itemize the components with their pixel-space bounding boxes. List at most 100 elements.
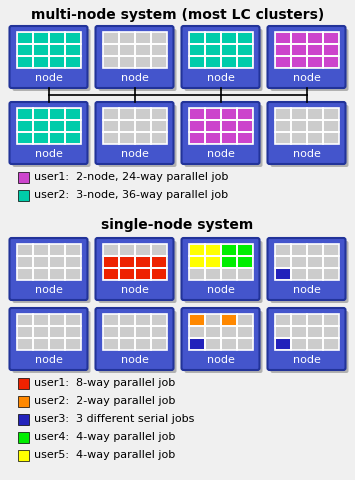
Bar <box>306 132 322 144</box>
FancyBboxPatch shape <box>95 238 174 300</box>
Bar <box>190 245 203 255</box>
Bar <box>220 132 236 144</box>
Bar <box>204 120 220 132</box>
Bar <box>189 108 252 144</box>
Bar <box>290 32 306 44</box>
Bar <box>291 109 306 119</box>
Bar <box>322 108 339 120</box>
Bar <box>274 132 290 144</box>
Bar <box>322 314 339 326</box>
Bar <box>135 268 151 280</box>
Bar <box>274 338 290 350</box>
Bar <box>66 33 80 43</box>
Bar <box>291 269 306 279</box>
Bar <box>204 326 220 338</box>
Text: node: node <box>207 149 234 159</box>
Bar <box>49 339 64 349</box>
Bar <box>120 121 133 131</box>
Bar <box>18 414 29 425</box>
Bar <box>17 315 32 325</box>
Bar <box>33 245 48 255</box>
Bar <box>220 32 236 44</box>
Bar <box>323 269 338 279</box>
Bar <box>120 257 133 267</box>
Bar <box>16 32 33 44</box>
Text: node: node <box>121 149 148 159</box>
Bar <box>66 339 80 349</box>
Bar <box>323 57 338 67</box>
Bar <box>206 269 219 279</box>
FancyBboxPatch shape <box>12 105 91 167</box>
Bar <box>275 57 289 67</box>
Bar <box>190 315 203 325</box>
Bar <box>17 133 32 143</box>
Bar <box>103 314 119 326</box>
Bar <box>189 244 252 280</box>
Bar <box>204 132 220 144</box>
Bar <box>136 245 149 255</box>
Bar <box>290 56 306 68</box>
Bar <box>66 121 80 131</box>
Bar <box>65 56 81 68</box>
Bar <box>120 339 133 349</box>
Bar <box>17 257 32 267</box>
Bar <box>290 108 306 120</box>
Bar <box>275 109 289 119</box>
Text: node: node <box>34 355 62 365</box>
Bar <box>190 33 203 43</box>
Bar <box>236 244 252 256</box>
Bar <box>275 327 289 337</box>
Bar <box>291 133 306 143</box>
Bar <box>206 339 219 349</box>
Bar <box>275 121 289 131</box>
FancyBboxPatch shape <box>181 102 260 164</box>
Bar <box>237 339 251 349</box>
Bar <box>222 269 235 279</box>
Bar <box>220 314 236 326</box>
Bar <box>152 327 165 337</box>
Bar <box>33 338 49 350</box>
FancyBboxPatch shape <box>12 29 91 91</box>
Bar <box>236 132 252 144</box>
Bar <box>306 120 322 132</box>
Bar <box>290 132 306 144</box>
Bar <box>103 244 166 280</box>
Bar <box>49 121 64 131</box>
Bar <box>120 315 133 325</box>
Bar <box>66 109 80 119</box>
Bar <box>17 339 32 349</box>
Bar <box>49 44 65 56</box>
Bar <box>65 268 81 280</box>
Bar <box>16 120 33 132</box>
FancyBboxPatch shape <box>10 238 87 300</box>
Bar <box>136 121 149 131</box>
Bar <box>220 244 236 256</box>
FancyBboxPatch shape <box>10 308 87 370</box>
Bar <box>136 57 149 67</box>
Bar <box>236 32 252 44</box>
Text: node: node <box>293 285 321 295</box>
Bar <box>323 109 338 119</box>
Bar <box>119 44 135 56</box>
Text: node: node <box>121 355 148 365</box>
Bar <box>236 326 252 338</box>
Bar <box>17 45 32 55</box>
Bar <box>151 314 166 326</box>
Bar <box>290 326 306 338</box>
Bar <box>135 132 151 144</box>
Text: node: node <box>293 355 321 365</box>
Bar <box>189 268 204 280</box>
Bar <box>151 256 166 268</box>
Bar <box>16 314 33 326</box>
FancyBboxPatch shape <box>268 26 345 88</box>
Bar <box>306 314 322 326</box>
Bar <box>66 315 80 325</box>
Bar <box>16 132 33 144</box>
Bar <box>49 33 64 43</box>
Bar <box>17 57 32 67</box>
Bar <box>274 244 290 256</box>
Bar <box>206 121 219 131</box>
Bar <box>290 44 306 56</box>
Bar <box>18 432 29 443</box>
Bar <box>204 268 220 280</box>
